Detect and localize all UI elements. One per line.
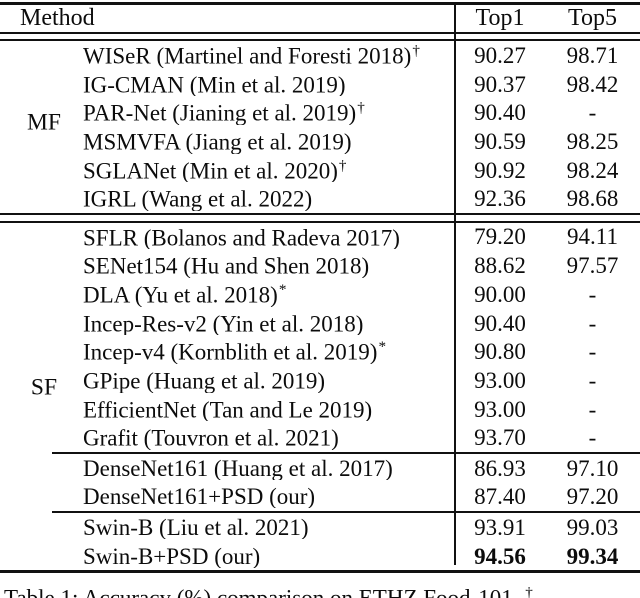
top5-value: 98.68: [566, 186, 619, 212]
top1-value: 93.00: [474, 396, 526, 422]
table-row: Swin-B+PSD (our) 94.56 99.34: [0, 542, 640, 571]
table-caption: Table 1: Accuracy (%) comparison on ETHZ…: [4, 584, 640, 598]
top5-value: 99.03: [566, 514, 619, 540]
top5-value-best: 99.34: [566, 543, 619, 569]
dagger-marker: †: [357, 100, 365, 117]
top1-value: 88.62: [474, 253, 526, 279]
table-row: DenseNet161 (Huang et al. 2017) 86.93 97…: [0, 454, 640, 483]
caption-dagger: †: [525, 584, 533, 598]
asterisk-marker: *: [378, 339, 387, 356]
method-name: Incep-Res-v2 (Yin et al. 2018): [83, 311, 364, 336]
table-row: DenseNet161+PSD (our) 87.40 97.20: [0, 483, 640, 512]
method-name: WISeR (Martinel and Foresti 2018): [83, 43, 412, 68]
method-name: Swin-B+PSD (our): [83, 544, 261, 568]
top1-value: 92.36: [474, 186, 526, 212]
table-row: IGRL (Wang et al. 2022) 92.36 98.68: [0, 184, 640, 213]
top1-value: 90.40: [474, 310, 526, 336]
swin-subsection-rule: [52, 511, 640, 514]
asterisk-marker: *: [278, 282, 287, 299]
caption-text: Table 1: Accuracy (%) comparison on ETHZ…: [4, 586, 524, 598]
top1-value: 90.80: [474, 339, 526, 365]
top5-value: -: [588, 310, 597, 336]
header-top1: Top1: [475, 4, 525, 31]
top5-value: 97.57: [566, 253, 619, 279]
top1-value: 90.40: [474, 100, 526, 126]
top5-value: 98.71: [566, 42, 619, 68]
table-row: MSMVFA (Jiang et al. 2019) 90.59 98.25: [0, 127, 640, 156]
group-label-mf: MF: [27, 109, 61, 136]
header-separator-double-rule: [0, 31, 640, 41]
top5-value: 98.25: [566, 128, 619, 154]
top5-value: 98.24: [566, 157, 619, 183]
table-row: PAR-Net (Jianing et al. 2019)† 90.40 -: [0, 98, 640, 127]
group-label-sf: SF: [30, 374, 58, 401]
method-name: DenseNet161+PSD (our): [83, 485, 316, 509]
table-row: Grafit (Touvron et al. 2021) 93.70 -: [0, 423, 640, 452]
table-header-row: Method Top1 Top5: [0, 5, 640, 32]
table-row: SFLR (Bolanos and Radeva 2017) 79.20 94.…: [0, 223, 640, 252]
top1-value: 93.70: [474, 425, 526, 451]
top1-value-best: 94.56: [474, 543, 526, 569]
group-separator-double-rule: [0, 213, 640, 223]
dagger-marker: †: [338, 157, 347, 174]
table-row: DLA (Yu et al. 2018)* 90.00 -: [0, 280, 640, 309]
top5-value: -: [588, 100, 597, 126]
top5-value: -: [588, 396, 597, 422]
header-method: Method: [20, 4, 95, 31]
densenet-subsection-rule: [52, 452, 640, 454]
table-row: Incep-Res-v2 (Yin et al. 2018) 90.40 -: [0, 309, 640, 338]
method-name: SGLANet (Min et al. 2020): [83, 158, 338, 183]
top5-value: 94.11: [567, 224, 618, 250]
table-row: SENet154 (Hu and Shen 2018) 88.62 97.57: [0, 251, 640, 280]
top5-value: -: [588, 339, 597, 365]
column-vertical-rule: [454, 2, 456, 565]
method-name: DLA (Yu et al. 2018): [83, 282, 278, 307]
method-name: SENet154 (Hu and Shen 2018): [83, 253, 370, 278]
top1-value: 93.91: [474, 514, 526, 540]
dagger-marker: †: [412, 43, 420, 60]
table-row: Incep-v4 (Kornblith et al. 2019)* 90.80 …: [0, 337, 640, 366]
top5-value: -: [588, 367, 597, 393]
method-name: Grafit (Touvron et al. 2021): [83, 426, 339, 451]
table-row: SGLANet (Min et al. 2020)† 90.92 98.24: [0, 156, 640, 185]
method-name: IGRL (Wang et al. 2022): [83, 187, 313, 212]
top5-value: 97.20: [566, 484, 619, 510]
method-name: IG-CMAN (Min et al. 2019): [83, 72, 346, 97]
top1-value: 90.92: [474, 157, 526, 183]
table-row: EfficientNet (Tan and Le 2019) 93.00 -: [0, 395, 640, 424]
top1-value: 90.27: [474, 42, 526, 68]
method-name: DenseNet161 (Huang et al. 2017): [83, 456, 393, 480]
method-name: EfficientNet (Tan and Le 2019): [83, 397, 373, 422]
method-name: Incep-v4 (Kornblith et al. 2019): [83, 340, 378, 365]
method-name: Swin-B (Liu et al. 2021): [83, 515, 309, 539]
table-row: IG-CMAN (Min et al. 2019) 90.37 98.42: [0, 70, 640, 99]
top1-value: 93.00: [474, 367, 526, 393]
table-row: Swin-B (Liu et al. 2021) 93.91 99.03: [0, 513, 640, 542]
top5-value: 98.42: [566, 71, 619, 97]
top1-value: 86.93: [474, 455, 526, 481]
top1-value: 87.40: [474, 484, 526, 510]
method-name: SFLR (Bolanos and Radeva 2017): [83, 225, 400, 250]
table-top-rule: [0, 2, 640, 5]
table-bottom-rule: [0, 570, 640, 573]
method-name: PAR-Net (Jianing et al. 2019): [83, 101, 357, 126]
table-row: WISeR (Martinel and Foresti 2018)† 90.27…: [0, 41, 640, 70]
top1-value: 90.00: [474, 281, 526, 307]
top5-value: 97.10: [566, 455, 619, 481]
top5-value: -: [588, 425, 597, 451]
header-top5: Top5: [568, 4, 617, 31]
method-name: GPipe (Huang et al. 2019): [83, 368, 326, 393]
top5-value: -: [588, 281, 597, 307]
method-name: MSMVFA (Jiang et al. 2019): [83, 129, 352, 154]
top1-value: 90.37: [474, 71, 526, 97]
top1-value: 90.59: [474, 128, 526, 154]
table-row: GPipe (Huang et al. 2019) 93.00 -: [0, 366, 640, 395]
top1-value: 79.20: [474, 224, 526, 250]
